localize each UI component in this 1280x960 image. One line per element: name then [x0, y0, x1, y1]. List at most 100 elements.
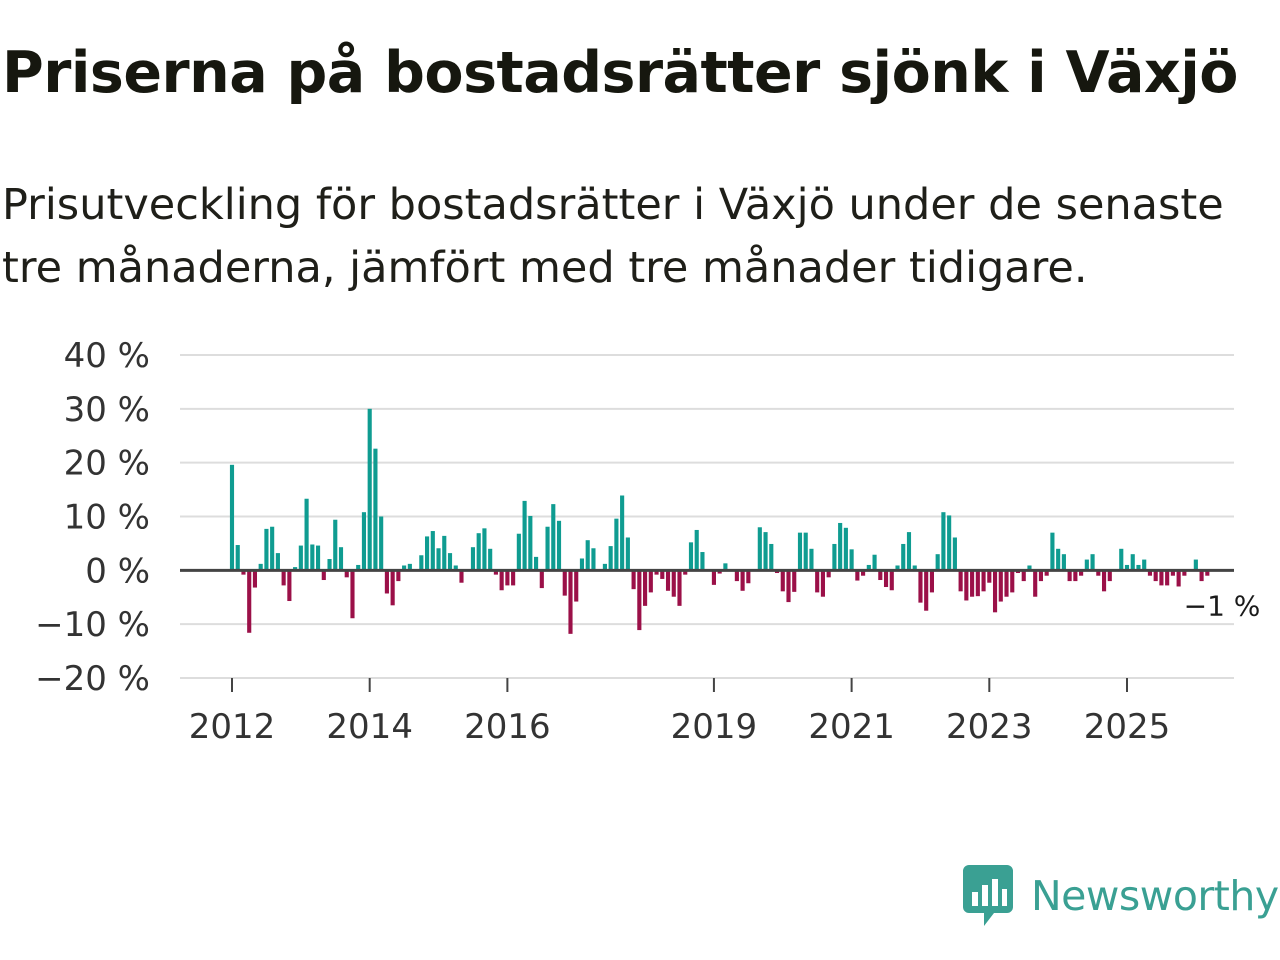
bar — [264, 528, 269, 571]
bar — [1079, 570, 1084, 576]
bar — [832, 543, 837, 571]
bar — [711, 570, 716, 585]
bar — [1021, 570, 1026, 582]
bar — [1165, 570, 1170, 586]
bar — [275, 553, 280, 571]
bar — [1044, 570, 1049, 576]
x-tick-label: 2023 — [946, 707, 1033, 740]
x-tick-label: 2019 — [671, 707, 758, 740]
bar — [757, 527, 762, 571]
bar — [1050, 532, 1055, 571]
bar — [683, 570, 688, 575]
bar — [1176, 570, 1181, 587]
bar — [361, 512, 367, 571]
bar — [1119, 548, 1124, 571]
bar — [453, 565, 458, 571]
bar — [390, 570, 395, 606]
bar — [516, 533, 521, 571]
bar — [1038, 570, 1044, 582]
bar — [499, 570, 504, 591]
bar — [700, 552, 705, 571]
bar — [315, 545, 321, 571]
bar — [809, 548, 814, 571]
bar — [333, 519, 338, 571]
newsworthy-logo-text: Newsworthy — [1031, 872, 1279, 920]
bar — [425, 536, 430, 571]
bar — [803, 532, 808, 571]
y-tick-label: 40 % — [64, 336, 150, 376]
bar — [287, 570, 292, 602]
bar — [929, 570, 934, 593]
bar — [442, 535, 447, 571]
bar — [843, 527, 848, 571]
bar — [975, 570, 980, 597]
bar — [545, 526, 550, 571]
newsworthy-logo-icon — [963, 865, 1013, 926]
bar — [734, 570, 739, 582]
x-tick-label: 2016 — [464, 707, 551, 740]
bar — [987, 570, 992, 583]
y-tick-label: −20 % — [35, 659, 150, 699]
bar — [769, 543, 774, 571]
bar — [252, 570, 258, 588]
bar — [493, 570, 498, 575]
bar — [379, 516, 384, 571]
bar — [912, 565, 917, 571]
bar — [677, 570, 682, 606]
bar — [643, 570, 648, 606]
bar — [602, 563, 607, 571]
bar — [556, 520, 562, 571]
bar — [327, 559, 332, 571]
bar — [1027, 565, 1032, 571]
bar — [1056, 548, 1061, 571]
bar — [826, 570, 831, 578]
bar — [419, 555, 424, 571]
bar — [780, 570, 785, 592]
bar — [694, 529, 699, 571]
bar — [298, 545, 303, 571]
bar — [906, 532, 912, 571]
bar — [1101, 570, 1107, 592]
bar — [992, 570, 998, 613]
bar — [591, 548, 596, 571]
bar — [539, 570, 544, 589]
bar — [511, 570, 516, 586]
bar — [952, 537, 957, 571]
bar — [849, 549, 854, 571]
bar — [746, 570, 751, 584]
bar — [1096, 570, 1101, 576]
x-tick-label: 2021 — [808, 707, 895, 740]
x-tick-label: 2014 — [326, 707, 413, 740]
bar — [941, 512, 946, 571]
bar — [671, 570, 676, 597]
y-tick-label: 20 % — [64, 444, 150, 484]
bar — [717, 570, 722, 574]
bar — [281, 570, 286, 586]
bar — [1147, 570, 1153, 576]
bar — [344, 570, 349, 578]
bar — [665, 570, 671, 591]
bar — [838, 522, 843, 571]
bar — [1182, 570, 1187, 576]
bar — [1159, 570, 1164, 586]
y-tick-label: 0 % — [85, 551, 150, 591]
bar — [1130, 554, 1135, 571]
bar — [247, 570, 252, 633]
bar — [447, 553, 453, 571]
bar — [505, 570, 510, 586]
bar — [270, 526, 275, 571]
bar-chart: 40 % 30 % 20 % 10 % 0 % −10 % −20 % 2012 2014 201… — [35, 336, 1260, 740]
bar — [241, 570, 246, 575]
bar — [855, 570, 860, 581]
bar — [895, 565, 900, 571]
bar — [407, 563, 412, 571]
bar — [1205, 570, 1210, 576]
bar — [356, 564, 361, 571]
bar — [688, 542, 694, 571]
bar — [1199, 570, 1204, 582]
y-tick-label: 10 % — [64, 498, 150, 538]
bar — [608, 546, 613, 571]
bar — [534, 556, 539, 571]
bar — [1090, 554, 1095, 571]
bar — [522, 500, 527, 571]
